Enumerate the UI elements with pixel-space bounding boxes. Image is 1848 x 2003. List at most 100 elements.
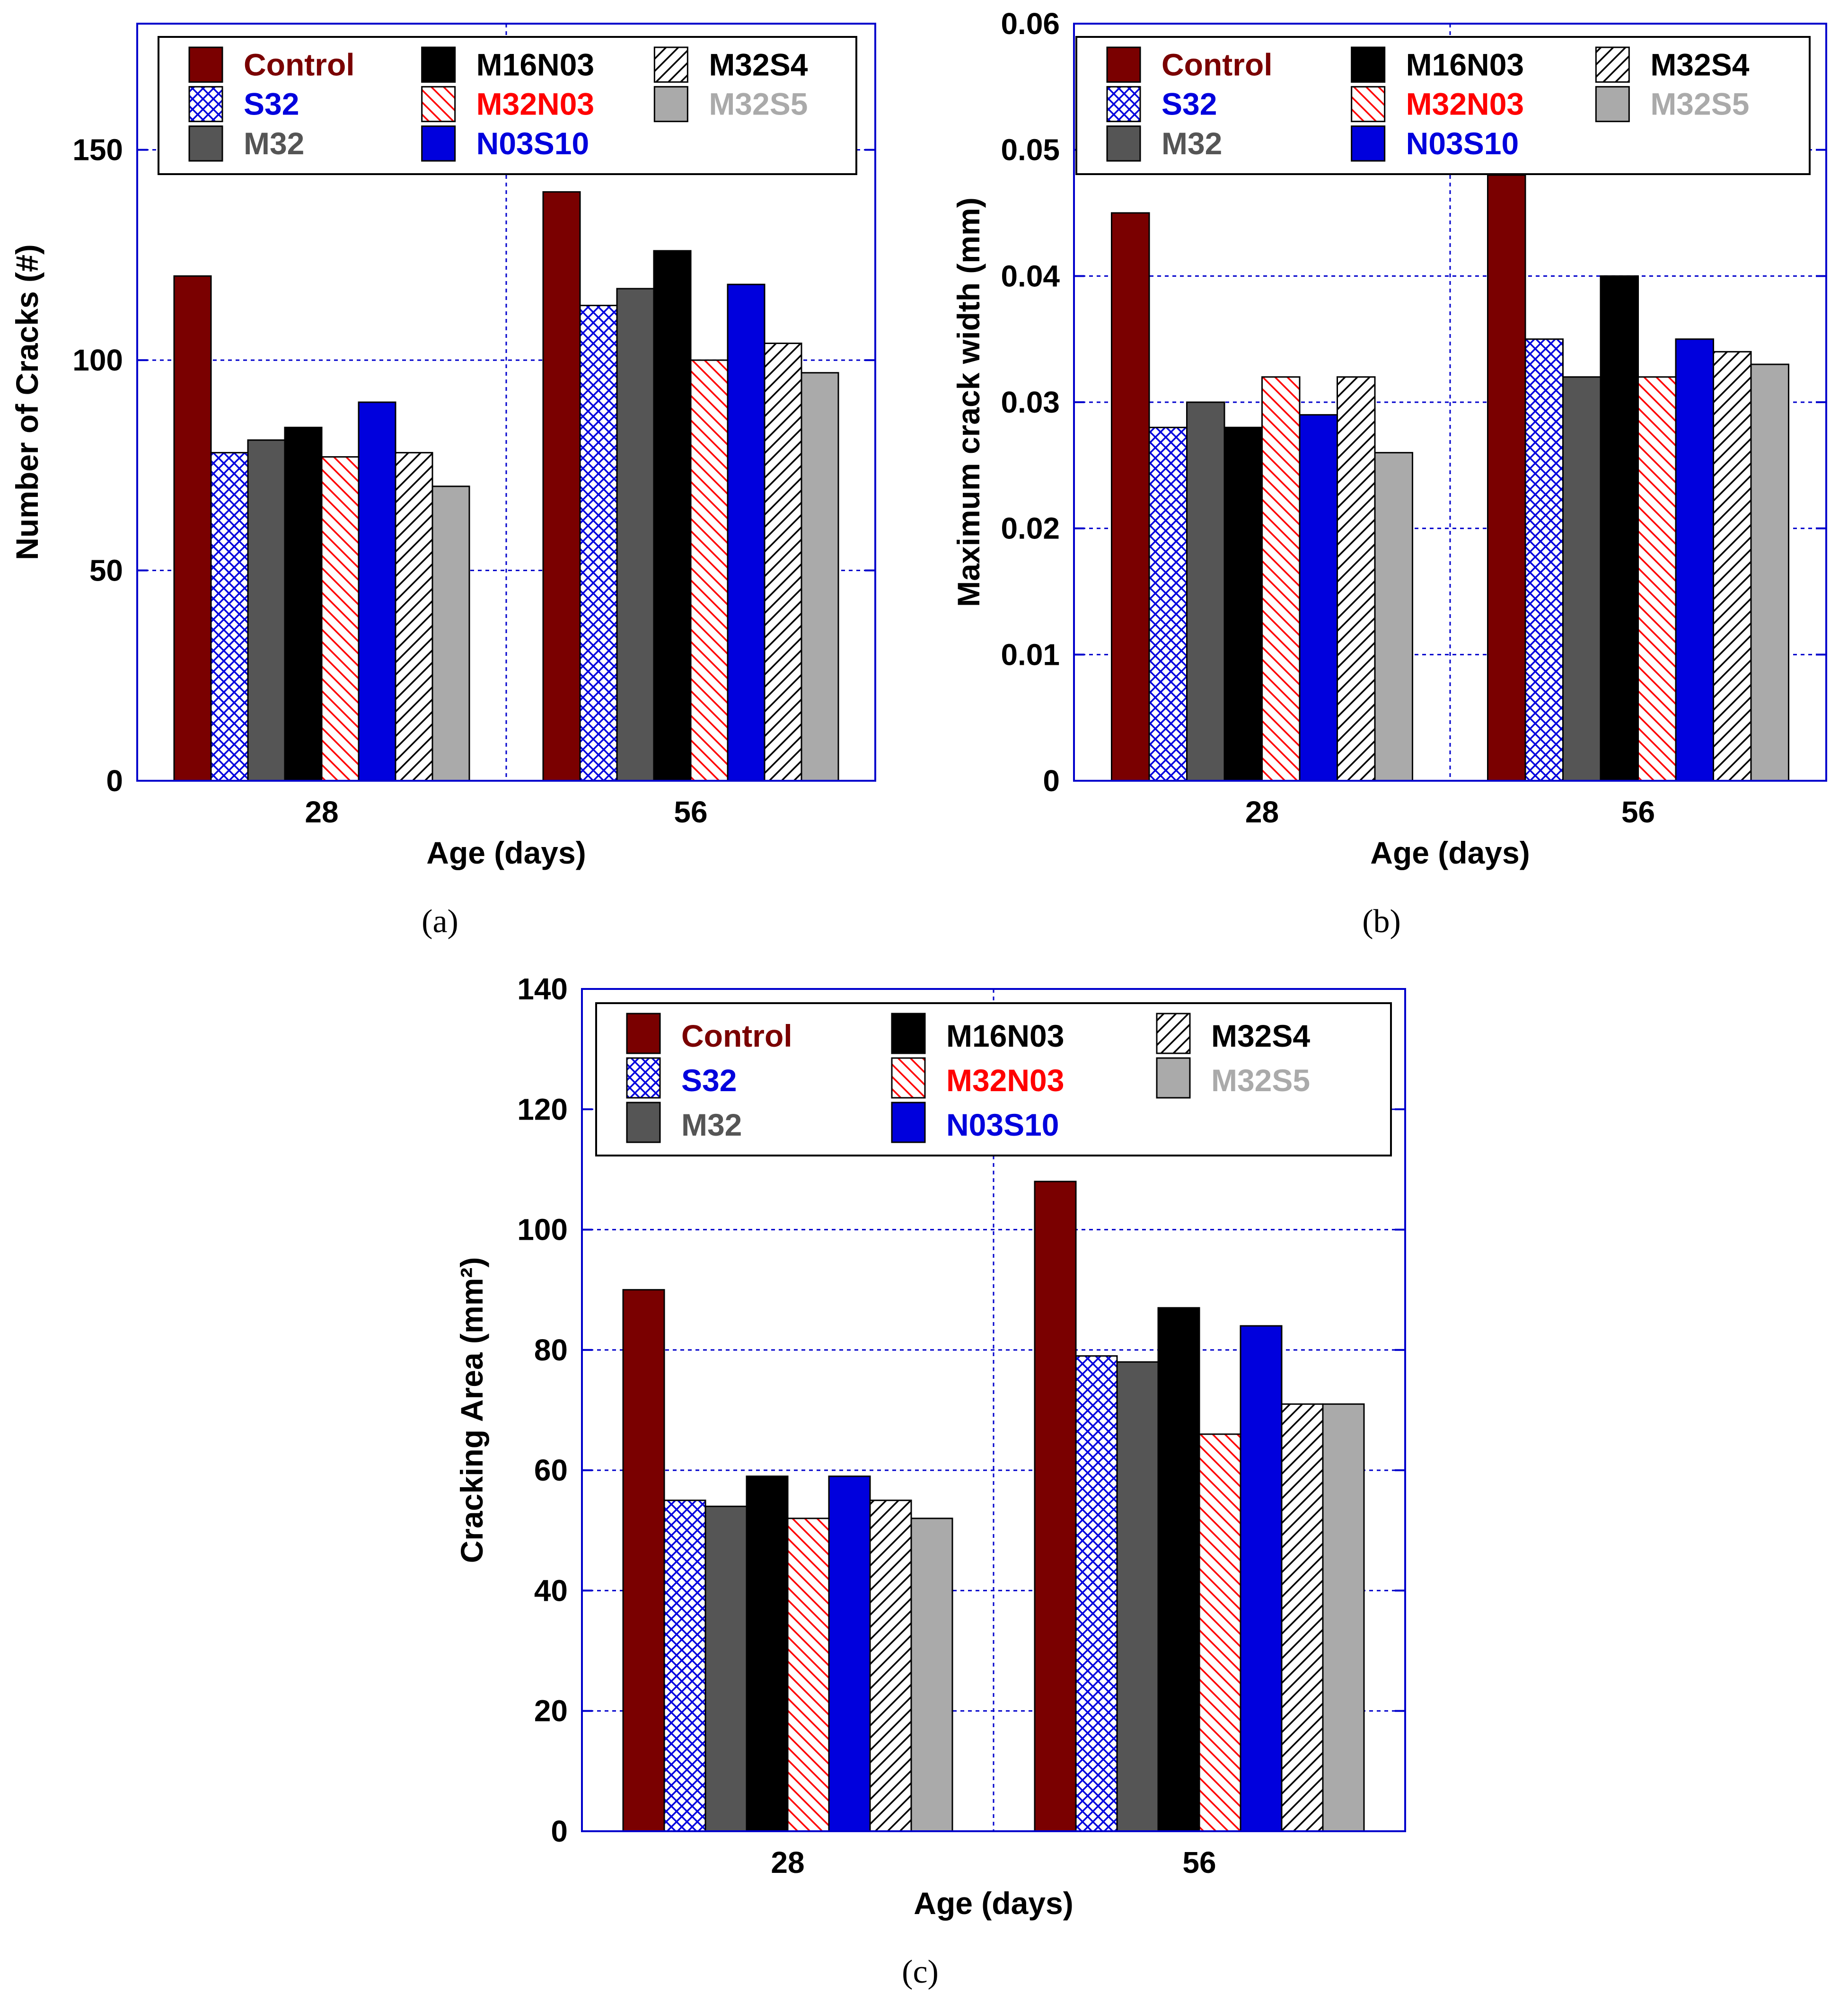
legend-swatch-M32S4 [1595, 46, 1630, 83]
bar-M32S5-56 [801, 372, 839, 782]
chart-panel-c: 0 20 40 60 80 100 120 140 28 56 Age (days) Cracking… [454, 972, 1406, 1990]
bar-M32N03-56 [1637, 376, 1677, 782]
legend-swatch-M32N03 [1351, 86, 1386, 123]
legend-label-N03S10: N03S10 [946, 1107, 1059, 1142]
legend-box [158, 36, 857, 175]
chart-panel-b: 0 0.01 0.02 0.03 0.04 0.05 0.06 28 56 Age (days) M… [951, 7, 1827, 940]
legend-swatch-N03S10 [421, 125, 456, 162]
panel-caption: (b) [1362, 903, 1401, 940]
legend-swatch-M32N03 [421, 86, 456, 123]
x-axis-title: Age (days) [914, 1886, 1073, 1921]
legend-swatch-Control [188, 46, 223, 83]
legend-label-M32: M32 [244, 126, 304, 161]
bar-M32-28 [247, 439, 286, 782]
legend-swatch-M32S4 [1156, 1013, 1191, 1054]
bar-M32N03-56 [690, 359, 729, 782]
bar-N03S10-28 [828, 1475, 871, 1832]
bar-M32-56 [616, 288, 655, 782]
bar-M32S4-56 [1713, 351, 1752, 782]
bar-M32-56 [1116, 1361, 1159, 1832]
legend-swatch-M32 [188, 125, 223, 162]
bar-M32-28 [704, 1505, 748, 1832]
bar-M32S5-56 [1750, 363, 1789, 782]
bar-M32N03-28 [787, 1518, 830, 1832]
legend-swatch-M32S5 [1156, 1057, 1191, 1099]
legend-label-M32S4: M32S4 [1650, 47, 1749, 82]
legend-label-M32N03: M32N03 [1406, 87, 1524, 122]
legend-swatch-M32 [626, 1102, 661, 1143]
legend-label-M32N03: M32N03 [476, 87, 594, 122]
legend-box [595, 1002, 1392, 1156]
bar-M32-28 [1186, 401, 1225, 782]
y-axis-title: Maximum crack width (mm) [951, 197, 986, 607]
bar-M32S4-28 [395, 452, 433, 782]
y-tick-label: 60 [534, 1453, 568, 1487]
y-tick-label: 100 [517, 1213, 568, 1247]
bar-S32-56 [1524, 338, 1564, 782]
bar-S32-56 [579, 305, 618, 782]
legend-label-M32S4: M32S4 [1211, 1018, 1310, 1053]
bar-Control-56 [1487, 174, 1526, 782]
bar-M32S4-56 [764, 343, 802, 782]
legend-label-M32: M32 [1162, 126, 1222, 161]
bar-S32-28 [663, 1500, 706, 1832]
bar-M16N03-56 [1157, 1307, 1200, 1832]
legend-label-M32: M32 [681, 1107, 742, 1142]
bar-M32N03-56 [1198, 1433, 1241, 1832]
y-tick-label: 0.02 [1001, 512, 1060, 546]
x-axis-title: Age (days) [1370, 835, 1530, 870]
x-tick-label: 28 [305, 795, 338, 829]
bar-S32-56 [1075, 1355, 1118, 1832]
legend-label-Control: Control [1162, 47, 1273, 82]
bar-N03S10-28 [1299, 414, 1338, 782]
legend-swatch-N03S10 [1351, 125, 1386, 162]
bar-M16N03-56 [653, 250, 692, 782]
y-axis-title: Cracking Area (mm²) [454, 1257, 489, 1563]
legend-label-Control: Control [244, 47, 355, 82]
legend-label-M32S5: M32S5 [1650, 87, 1749, 122]
legend-swatch-M32 [1106, 125, 1141, 162]
y-tick-label: 0.01 [1001, 637, 1060, 671]
legend-swatch-N03S10 [891, 1102, 926, 1143]
legend-label-Control: Control [681, 1018, 792, 1053]
x-tick-label: 56 [1621, 795, 1655, 829]
y-tick-label: 0 [106, 764, 123, 798]
bar-S32-28 [1148, 426, 1188, 782]
legend-swatch-M32S4 [653, 46, 688, 83]
bar-S32-28 [210, 452, 249, 782]
legend-label-M16N03: M16N03 [946, 1018, 1064, 1053]
y-tick-label: 20 [534, 1694, 568, 1728]
panel-caption: (a) [422, 903, 458, 940]
legend-label-M16N03: M16N03 [1406, 47, 1524, 82]
bar-M16N03-28 [1223, 426, 1263, 782]
plot-frame [136, 23, 876, 782]
x-tick-label: 28 [771, 1845, 804, 1879]
y-axis-title: Number of Cracks (#) [9, 244, 44, 560]
legend-swatch-M32S5 [1595, 86, 1630, 123]
legend-label-S32: S32 [244, 87, 299, 122]
legend-label-S32: S32 [681, 1063, 737, 1098]
legend-swatch-M16N03 [421, 46, 456, 83]
legend-label-M16N03: M16N03 [476, 47, 594, 82]
x-axis-title: Age (days) [426, 835, 586, 870]
legend-label-N03S10: N03S10 [1406, 126, 1519, 161]
y-tick-label: 80 [534, 1333, 568, 1367]
legend-swatch-S32 [188, 86, 223, 123]
legend-label-N03S10: N03S10 [476, 126, 590, 161]
bar-N03S10-28 [358, 401, 396, 782]
x-tick-label: 56 [1182, 1845, 1216, 1879]
bar-M32S5-28 [1374, 452, 1413, 782]
y-tick-label: 0 [551, 1814, 568, 1848]
bar-M32S4-56 [1281, 1403, 1324, 1832]
bar-M32S5-28 [910, 1518, 953, 1832]
y-tick-label: 0.04 [1001, 259, 1060, 293]
bar-Control-28 [622, 1289, 665, 1832]
y-tick-label: 150 [72, 133, 123, 167]
bar-M32-56 [1562, 376, 1602, 782]
y-tick-label: 100 [72, 343, 123, 377]
legend-label-S32: S32 [1162, 87, 1217, 122]
y-tick-label: 50 [89, 554, 123, 588]
legend-label-M32N03: M32N03 [946, 1063, 1064, 1098]
x-tick-label: 28 [1245, 795, 1279, 829]
